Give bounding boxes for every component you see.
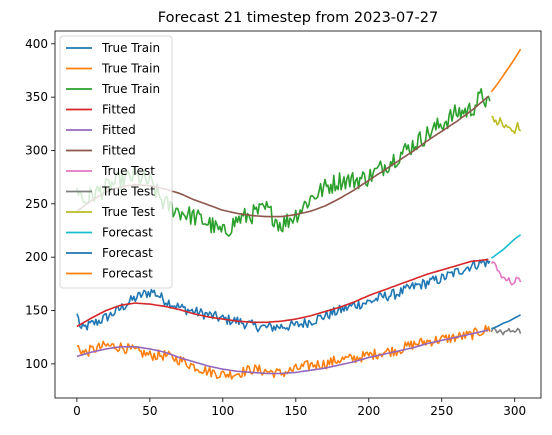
x-axis: 0 50 100 150 200 250 300 (73, 398, 526, 418)
series-line-fitted-3 (76, 258, 489, 328)
series-line-forecast-10 (491, 314, 521, 330)
x-tick-label: 300 (503, 404, 526, 418)
x-tick-label: 50 (142, 404, 157, 418)
legend-label: True Test (101, 185, 155, 199)
legend-label: Forecast (102, 226, 153, 240)
y-tick-label: 200 (25, 250, 48, 264)
series-line-true-test-6 (490, 261, 522, 286)
legend-label: True Train (101, 82, 160, 96)
chart-title: Forecast 21 timestep from 2023-07-27 (158, 10, 438, 26)
legend-box (59, 35, 173, 289)
x-tick-label: 150 (284, 404, 307, 418)
y-axis: 100 150 200 250 300 350 400 (25, 37, 55, 371)
y-tick-label: 100 (25, 357, 48, 371)
x-tick-label: 100 (211, 404, 234, 418)
plot-frame (54, 30, 542, 399)
legend-label: True Train (101, 62, 160, 76)
y-tick-label: 350 (25, 90, 48, 104)
y-tick-label: 300 (25, 143, 48, 157)
legend-label: Fitted (102, 123, 136, 137)
legend-label: Forecast (102, 246, 153, 260)
y-tick-label: 400 (25, 37, 48, 51)
series-line-forecast-9 (490, 234, 522, 259)
x-tick-label: 250 (430, 404, 453, 418)
legend-label: Fitted (102, 144, 136, 158)
legend: True Train True Train True Train Fitted Fitt… (59, 35, 173, 289)
legend-label: True Train (101, 41, 160, 55)
y-tick-label: 150 (25, 304, 48, 318)
series-line-true-train-0 (76, 258, 491, 333)
series-line-forecast-11 (490, 48, 522, 93)
series-line-fitted-4 (76, 329, 489, 375)
legend-label: Fitted (102, 103, 136, 117)
legend-label: True Test (101, 164, 155, 178)
legend-label: True Test (101, 205, 155, 219)
x-tick-label: 0 (73, 404, 81, 418)
x-tick-label: 200 (357, 404, 380, 418)
y-tick-label: 250 (25, 197, 48, 211)
series-line-true-train-1 (76, 324, 491, 380)
series-line-true-test-7 (490, 327, 522, 336)
legend-label: Forecast (102, 267, 153, 281)
series-line-true-test-8 (491, 115, 522, 135)
